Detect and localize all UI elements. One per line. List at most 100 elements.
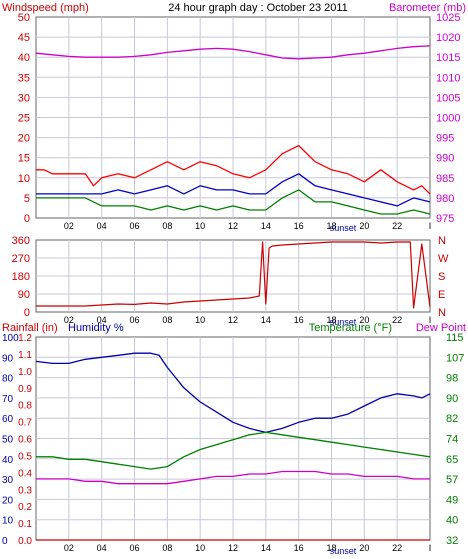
humidity-y-tick-80: 80: [2, 374, 14, 385]
wind-y-tick-45: 45: [18, 32, 30, 44]
p2-x-tick-06: 06: [129, 315, 139, 325]
wind-y-tick-40: 40: [18, 52, 30, 64]
rain-y-tick-0.4: 0.4: [18, 468, 32, 479]
baro-y-tick-980: 980: [436, 193, 454, 205]
temp-y-tick-107: 107: [446, 352, 464, 364]
baro-y-tick-1005: 1005: [436, 92, 460, 104]
series-wind_low: [36, 189, 431, 215]
compass-tick-2: S: [438, 271, 445, 283]
p2-x-tick-18: 18: [326, 315, 336, 325]
compass-tick-4: N: [438, 307, 446, 319]
dir-y-tick-90: 90: [18, 289, 30, 301]
humidity-y-tick-40: 40: [2, 455, 14, 466]
rain-y-tick-0.7: 0.7: [18, 418, 32, 429]
wind-y-tick-20: 20: [18, 133, 30, 145]
baro-y-tick-995: 995: [436, 133, 454, 145]
temp-y-tick-82: 82: [446, 413, 458, 425]
rain-y-tick-0.2: 0.2: [18, 502, 32, 513]
p1-x-tick-10: 10: [195, 221, 205, 231]
p1-x-tick-04: 04: [97, 221, 107, 231]
temperature-label: Temperature (°F): [309, 322, 392, 334]
baro-y-tick-975: 975: [436, 213, 454, 225]
chart-title: 24 hour graph day : October 23 2011: [168, 2, 348, 14]
compass-tick-1: W: [438, 253, 449, 265]
rain-y-tick-0.6: 0.6: [18, 435, 32, 446]
baro-y-tick-1010: 1010: [436, 72, 460, 84]
temp-y-tick-115: 115: [446, 332, 464, 344]
p2-x-tick-22: 22: [392, 315, 402, 325]
p3-x-tick-02: 02: [64, 543, 74, 553]
p1-x-tick-02: 02: [64, 221, 74, 231]
p2-x-tick-14: 14: [261, 315, 271, 325]
p3-x-tick-18: 18: [326, 543, 336, 553]
humidity-y-tick-70: 70: [2, 394, 14, 405]
baro-y-tick-1015: 1015: [436, 52, 460, 64]
humidity-y-tick-60: 60: [2, 414, 14, 425]
p2-x-tick-08: 08: [162, 315, 172, 325]
p2-x-tick-20: 20: [359, 315, 369, 325]
wind-y-tick-5: 5: [24, 193, 30, 205]
wind-y-tick-15: 15: [18, 153, 30, 165]
baro-y-tick-1000: 1000: [436, 113, 460, 125]
wind-y-tick-35: 35: [18, 72, 30, 84]
p1-x-tick-14: 14: [261, 221, 271, 231]
rain-y-tick-0.5: 0.5: [18, 451, 32, 462]
rain-y-tick-0.1: 0.1: [18, 519, 32, 530]
compass-tick-0: N: [438, 235, 446, 247]
p3-x-tick-I: I: [429, 543, 432, 553]
p2-x-tick-16: 16: [294, 315, 304, 325]
p1-x-tick-22: 22: [392, 221, 402, 231]
p3-x-tick-20: 20: [359, 543, 369, 553]
rain-y-tick-1.1: 1.1: [18, 350, 32, 361]
series-direction: [36, 241, 431, 309]
series-temperature: [36, 431, 431, 470]
barometer-label: Barometer (mb): [389, 2, 466, 14]
humidity-y-tick-10: 10: [2, 516, 14, 527]
dir-y-tick-270: 270: [12, 253, 30, 265]
sunset-label-3: sunset: [330, 546, 357, 556]
p1-x-tick-18: 18: [326, 221, 336, 231]
sunset-label: sunset: [330, 223, 357, 233]
humidity-y-tick-20: 20: [2, 495, 14, 506]
humidity-y-tick-30: 30: [2, 475, 14, 486]
rain-y-tick-0.0: 0.0: [18, 536, 32, 547]
windspeed-label: Windspeed (mph): [2, 2, 89, 14]
humidity-label: Humidity %: [68, 322, 124, 334]
temp-y-tick-49: 49: [446, 494, 458, 506]
temp-y-tick-57: 57: [446, 474, 458, 486]
p2-x-tick-I: I: [429, 315, 432, 325]
rainfall-label: Rainfall (in): [2, 322, 58, 334]
humidity-y-tick-50: 50: [2, 435, 14, 446]
p3-x-tick-12: 12: [228, 543, 238, 553]
rain-y-tick-0.3: 0.3: [18, 485, 32, 496]
sunset-label-2: sunset: [330, 317, 357, 327]
p1-x-tick-06: 06: [129, 221, 139, 231]
temp-y-tick-98: 98: [446, 373, 458, 385]
baro-y-tick-1025: 1025: [436, 12, 460, 24]
series-barometer: [35, 45, 431, 60]
rain-y-tick-0.9: 0.9: [18, 384, 32, 395]
temp-y-tick-32: 32: [446, 535, 458, 547]
p1-x-tick-16: 16: [294, 221, 304, 231]
series-dewpoint: [36, 470, 430, 485]
p3-x-tick-04: 04: [97, 543, 107, 553]
p2-x-tick-04: 04: [97, 315, 107, 325]
temp-y-tick-90: 90: [446, 393, 458, 405]
p2-x-tick-02: 02: [64, 315, 74, 325]
p2-x-tick-10: 10: [195, 315, 205, 325]
wind-y-tick-25: 25: [18, 113, 30, 125]
series-humidity: [35, 352, 431, 434]
p2-x-tick-12: 12: [228, 315, 238, 325]
p3-x-tick-22: 22: [392, 543, 402, 553]
wind-y-tick-30: 30: [18, 92, 30, 104]
p3-x-tick-08: 08: [162, 543, 172, 553]
dir-y-tick-0: 0: [24, 307, 30, 319]
temp-y-tick-74: 74: [446, 434, 458, 446]
p1-x-tick-20: 20: [359, 221, 369, 231]
compass-tick-3: E: [438, 289, 445, 301]
p3-x-tick-10: 10: [195, 543, 205, 553]
baro-y-tick-1020: 1020: [436, 32, 460, 44]
dir-y-tick-180: 180: [12, 271, 30, 283]
